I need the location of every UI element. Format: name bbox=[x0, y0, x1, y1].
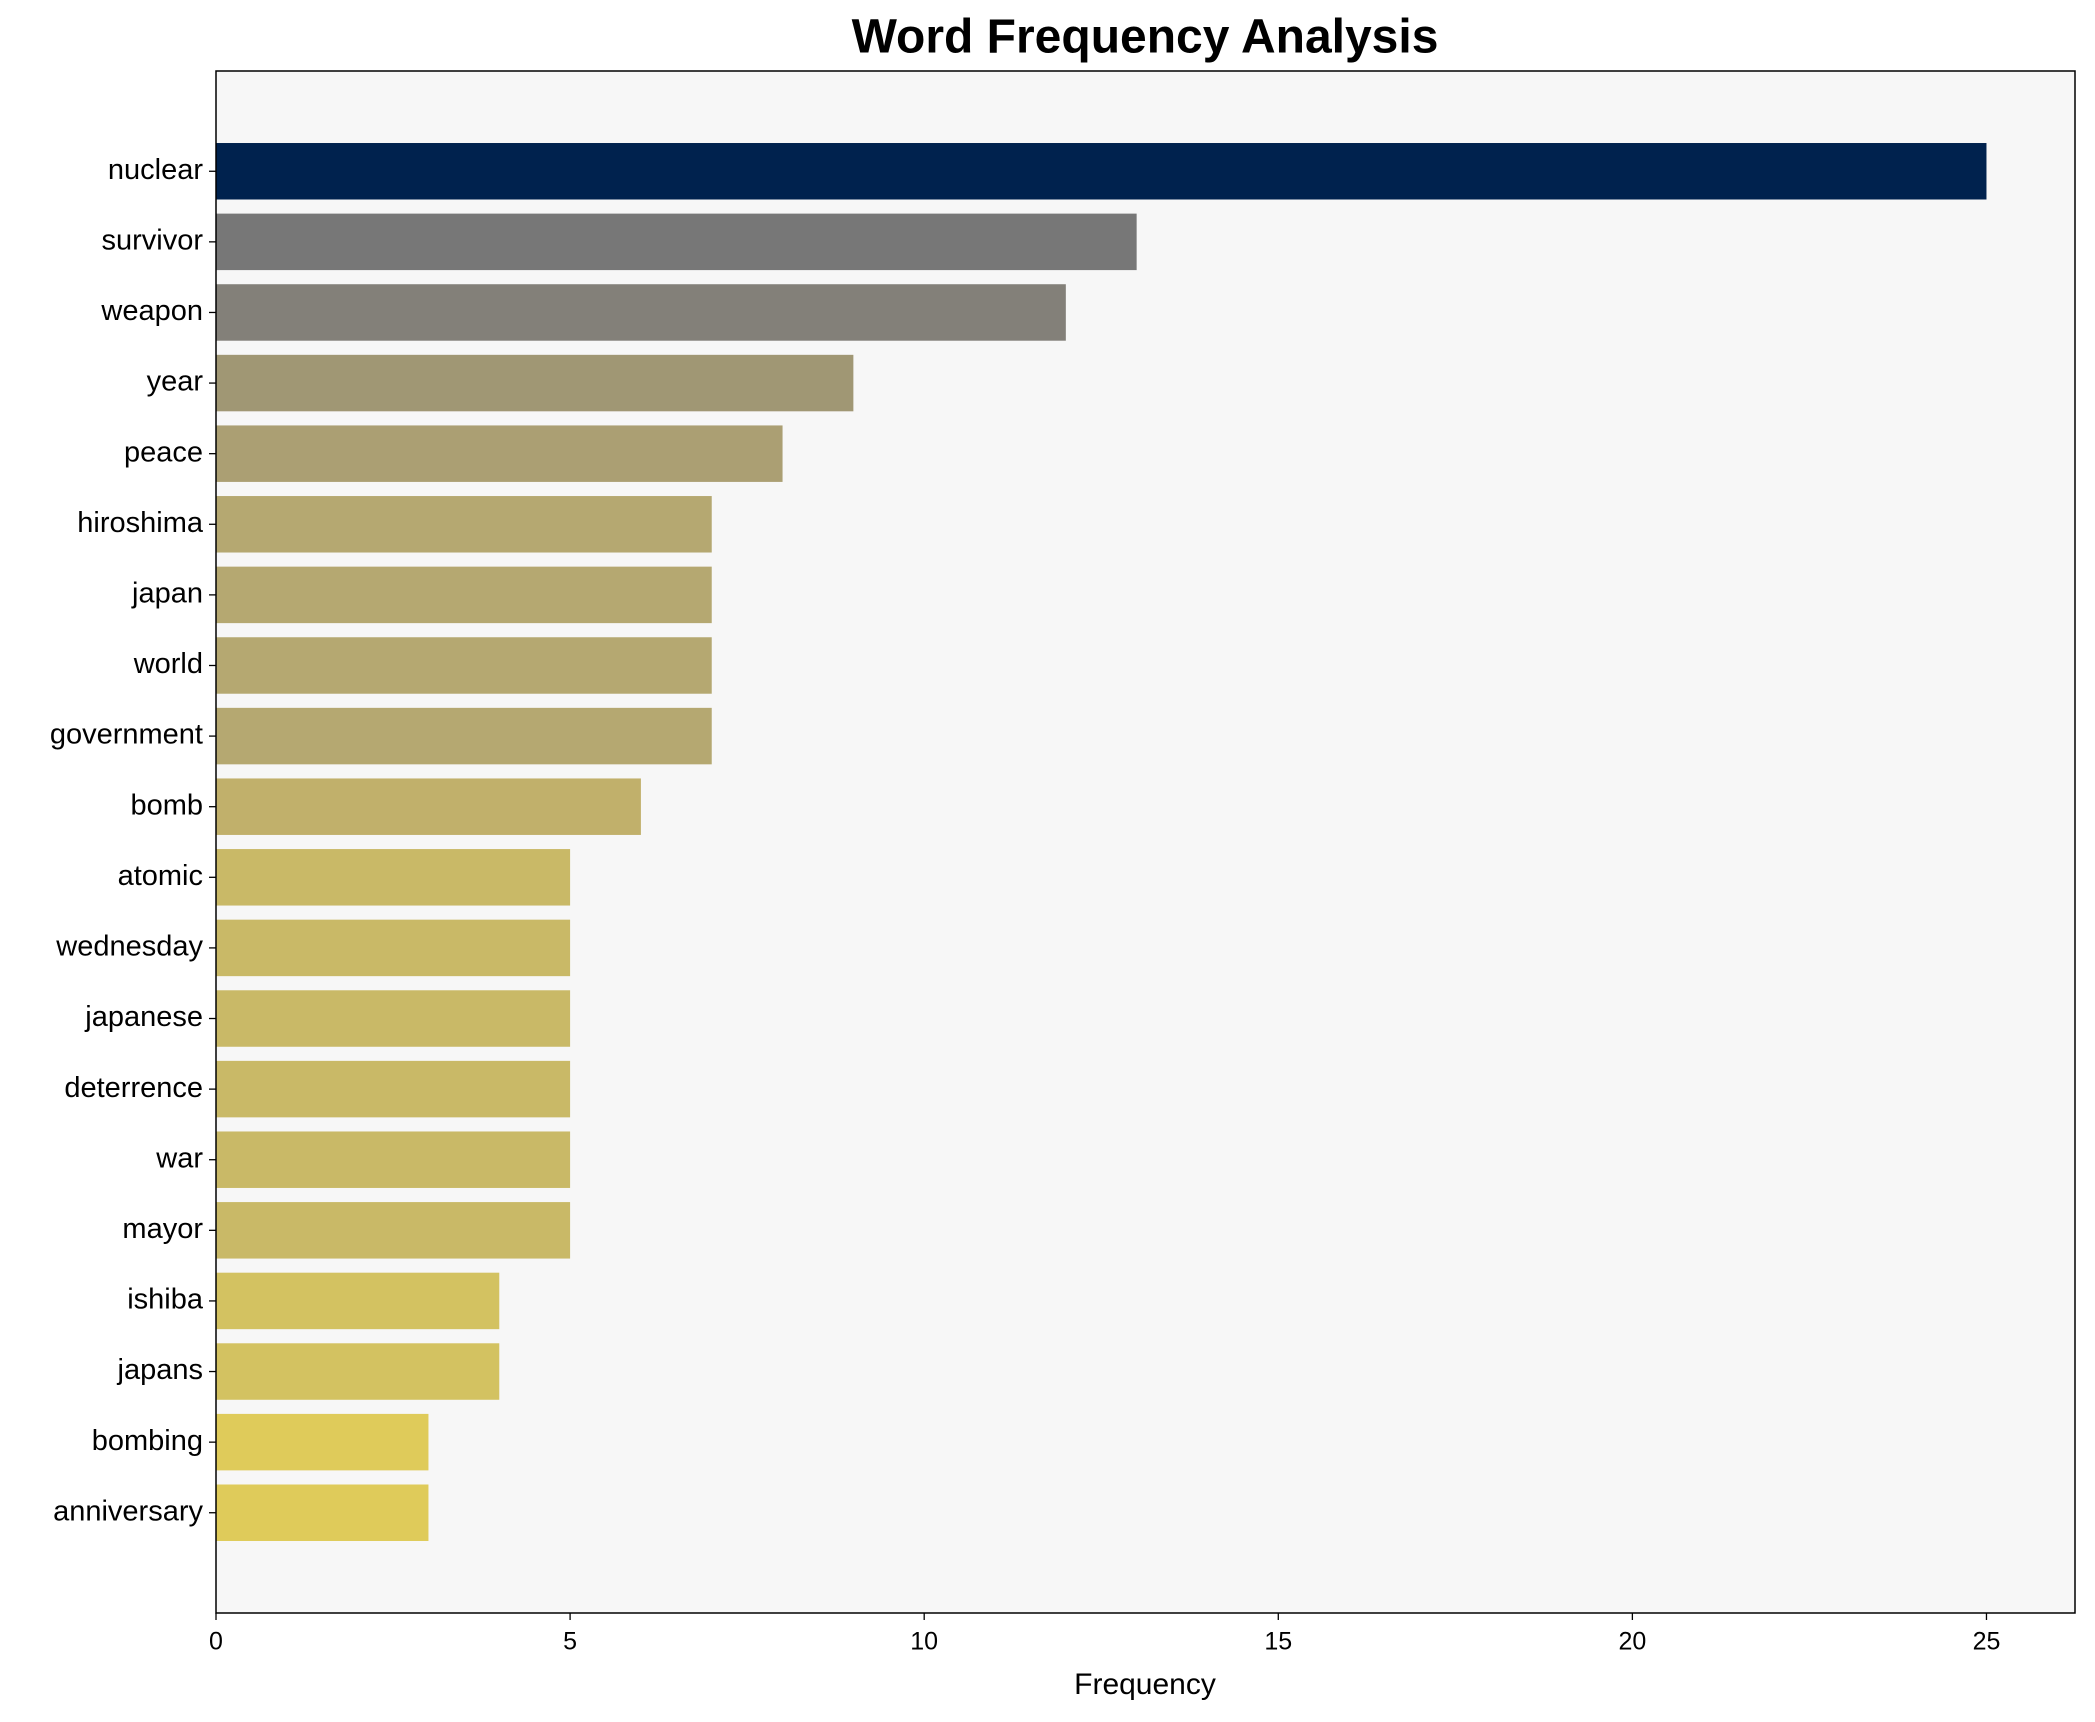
x-tick-label: 20 bbox=[1618, 1628, 1646, 1656]
y-tick-label: hiroshima bbox=[77, 507, 204, 539]
y-tick-label: japans bbox=[117, 1354, 203, 1386]
y-tick-label: survivor bbox=[101, 225, 203, 257]
bar bbox=[216, 1484, 429, 1541]
y-tick-label: deterrence bbox=[64, 1072, 203, 1104]
y-tick-label: government bbox=[50, 719, 203, 751]
bar bbox=[216, 425, 783, 482]
y-tick-label: bombing bbox=[92, 1425, 203, 1457]
y-tick-label: wednesday bbox=[55, 931, 203, 963]
y-tick-label: japanese bbox=[84, 1001, 203, 1033]
x-tick-label: 10 bbox=[910, 1628, 938, 1656]
bar bbox=[216, 566, 712, 624]
y-tick-label: world bbox=[133, 648, 203, 680]
bar bbox=[216, 213, 1137, 271]
bar bbox=[216, 1060, 571, 1118]
bar bbox=[216, 354, 854, 412]
x-tick-label: 15 bbox=[1264, 1628, 1292, 1656]
bar bbox=[216, 143, 1987, 200]
x-axis-label: Frequency bbox=[1074, 1668, 1216, 1701]
bar bbox=[216, 637, 712, 694]
chart-title: Word Frequency Analysis bbox=[852, 11, 1439, 64]
bar bbox=[216, 1413, 429, 1471]
y-tick-label: bomb bbox=[130, 789, 203, 821]
x-tick-label: 25 bbox=[1973, 1628, 2001, 1656]
bar bbox=[216, 778, 641, 835]
x-tick-label: 5 bbox=[563, 1628, 577, 1656]
bar bbox=[216, 496, 712, 553]
y-tick-label: weapon bbox=[100, 295, 203, 327]
y-tick-label: war bbox=[155, 1142, 203, 1174]
bar bbox=[216, 1272, 500, 1330]
y-tick-label: atomic bbox=[118, 860, 203, 892]
y-tick-label: peace bbox=[124, 436, 203, 468]
y-tick-label: year bbox=[147, 366, 204, 398]
bar bbox=[216, 707, 712, 765]
x-tick-label: 0 bbox=[209, 1628, 223, 1656]
plot-frame bbox=[215, 70, 2076, 1614]
y-tick-label: ishiba bbox=[127, 1284, 204, 1316]
y-tick-label: japan bbox=[131, 578, 203, 610]
y-tick-label: nuclear bbox=[108, 154, 203, 186]
bar bbox=[216, 849, 571, 906]
bar bbox=[216, 1343, 500, 1400]
bar bbox=[216, 1202, 571, 1259]
bar bbox=[216, 284, 1066, 341]
y-tick-label: mayor bbox=[122, 1213, 203, 1245]
bar bbox=[216, 1131, 571, 1188]
y-tick-label: anniversary bbox=[53, 1495, 203, 1527]
bar bbox=[216, 919, 571, 977]
bar bbox=[216, 990, 571, 1047]
